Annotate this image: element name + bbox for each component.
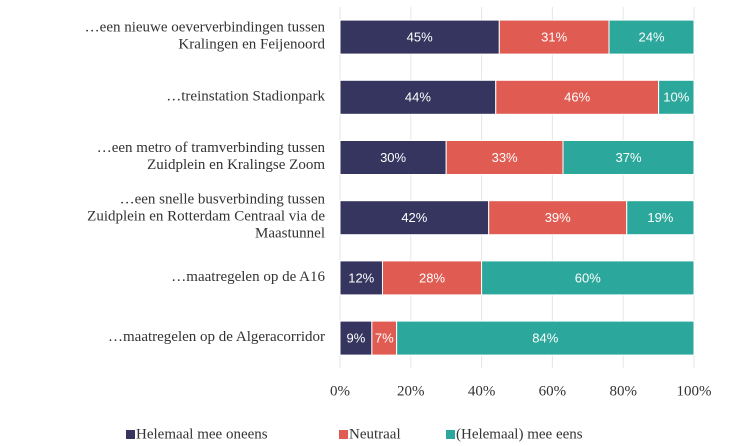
bar-segment	[488, 200, 628, 236]
bar-segment	[339, 140, 447, 175]
legend-label: Helemaal mee oneens	[136, 426, 268, 442]
value-label: 45%	[407, 30, 433, 45]
legend-swatch	[126, 430, 135, 439]
legend-swatch	[446, 430, 455, 439]
value-label: 31%	[541, 30, 567, 45]
value-label: 9%	[347, 331, 366, 346]
legend-label: Neutraal	[349, 426, 401, 442]
value-label: 30%	[380, 150, 406, 165]
value-label: 60%	[575, 270, 601, 285]
x-tick-label: 80%	[609, 383, 637, 399]
value-label: 10%	[663, 90, 689, 105]
x-tick-label: 20%	[397, 383, 425, 399]
bar-segment	[339, 200, 490, 236]
category-label: …maatregelen op de Algeracorridor	[108, 330, 325, 346]
category-label: …een metro of tramverbinding tussen Zuidp…	[97, 140, 326, 173]
bar-segment	[339, 260, 383, 296]
bar-segment	[562, 140, 695, 175]
value-label: 46%	[564, 90, 590, 105]
bar-segment	[371, 320, 398, 356]
value-label: 28%	[419, 270, 445, 285]
bar-segment	[626, 200, 695, 236]
value-label: 42%	[401, 210, 427, 225]
value-label: 37%	[615, 150, 641, 165]
category-label: …treinstation Stadionpark	[166, 89, 325, 105]
legend-label: (Helemaal) mee eens	[456, 426, 583, 442]
value-label: 19%	[647, 210, 673, 225]
x-tick-label: 60%	[539, 383, 567, 399]
x-tick-label: 0%	[330, 383, 350, 399]
bar-segment	[339, 19, 500, 55]
bar-segment	[481, 260, 695, 296]
value-label: 44%	[405, 90, 431, 105]
value-label: 12%	[348, 270, 374, 285]
value-label: 7%	[375, 331, 394, 346]
value-label: 33%	[492, 150, 518, 165]
legend-swatch	[339, 430, 348, 439]
x-tick-label: 100%	[677, 383, 712, 399]
category-label: …een nieuwe oeververbindingen tussen Kral…	[85, 20, 326, 53]
bar-segment	[339, 79, 497, 115]
bar-segment	[495, 79, 660, 115]
value-label: 84%	[532, 331, 558, 346]
bar-segment	[608, 19, 695, 55]
value-label: 24%	[639, 30, 665, 45]
x-tick-label: 40%	[468, 383, 496, 399]
bar-segment	[658, 79, 695, 115]
bar-segment	[381, 260, 483, 296]
value-label: 39%	[545, 210, 571, 225]
category-label: …een snelle busverbinding tussen Zuidplei…	[87, 192, 325, 242]
bar-segment	[396, 320, 695, 356]
category-label: …maatregelen op de A16	[171, 269, 325, 285]
bar-segment	[445, 140, 564, 175]
